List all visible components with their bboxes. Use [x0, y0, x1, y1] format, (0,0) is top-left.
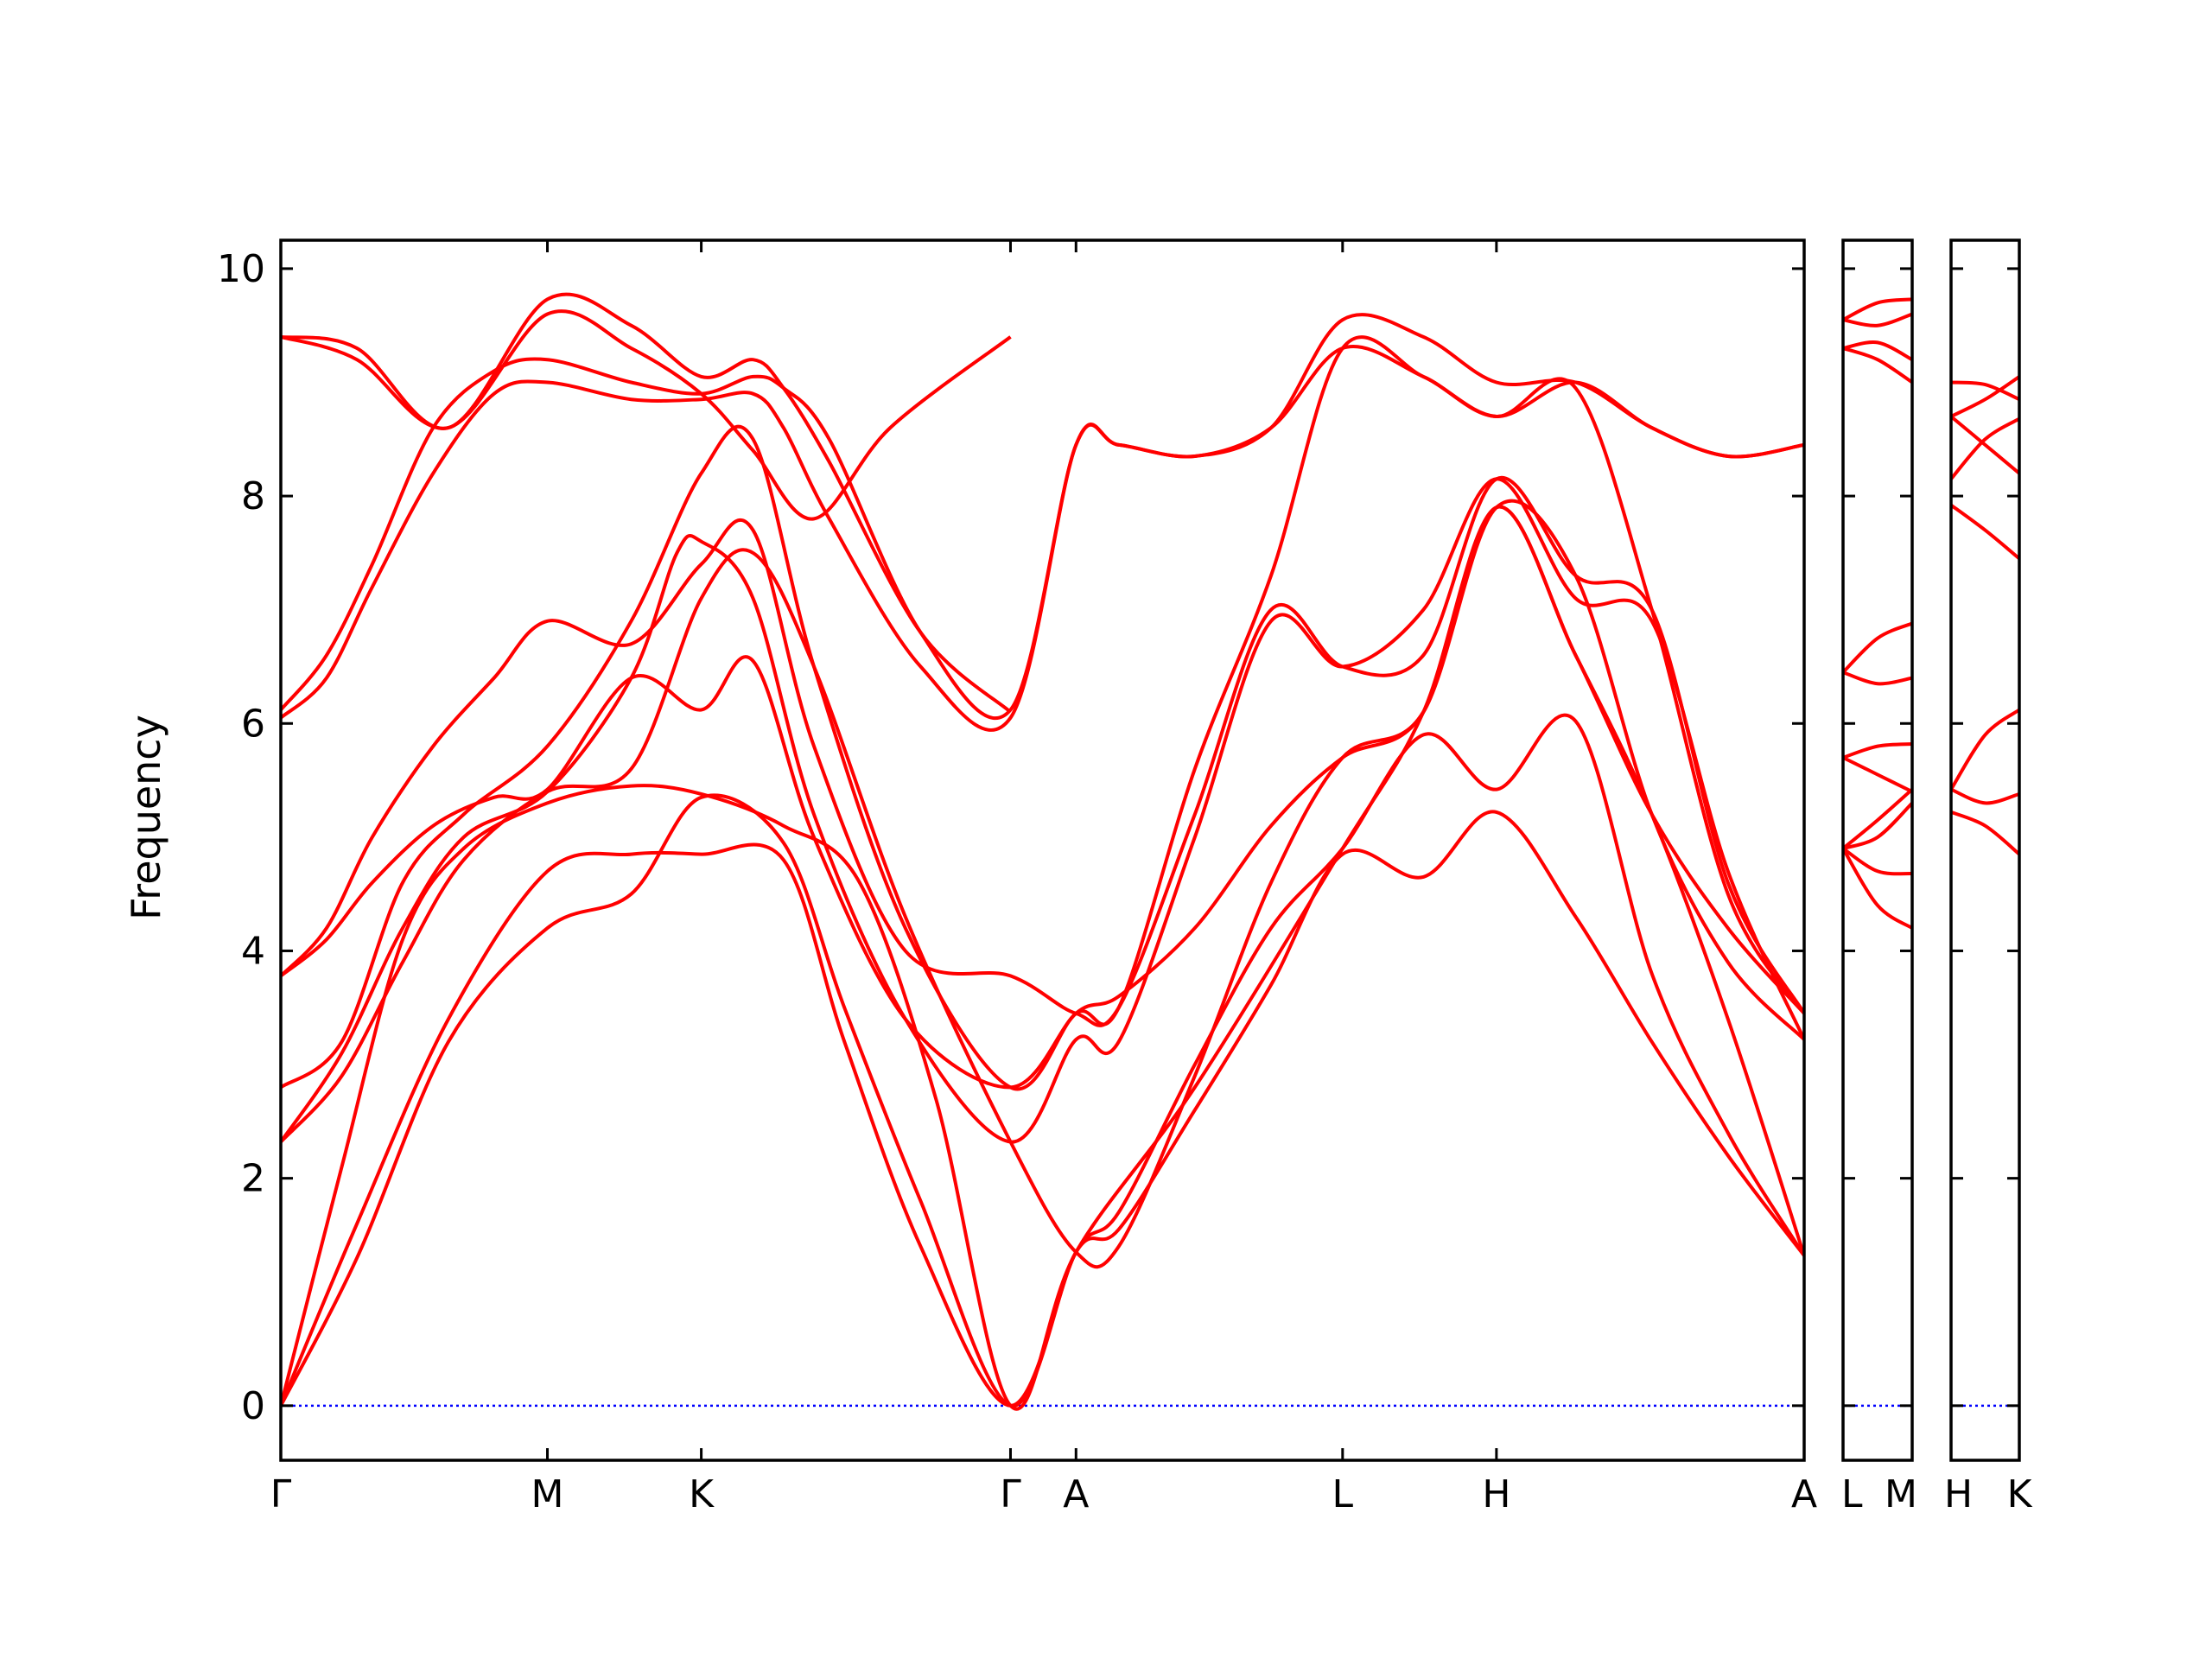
x-tick-label: M [1885, 1472, 1917, 1516]
band-line [1843, 340, 1912, 361]
x-tick-label: L [1332, 1472, 1354, 1516]
plot-frame [1841, 238, 1914, 1462]
y-tick-label: 4 [241, 929, 265, 973]
x-tick-label: M [531, 1472, 564, 1516]
y-tick-label: 0 [241, 1384, 265, 1428]
band-line [1951, 787, 2019, 805]
y-tick-label: 10 [217, 247, 265, 291]
band-line [281, 499, 1804, 1268]
band-line [281, 475, 1804, 1027]
x-tick-label: Γ [270, 1472, 292, 1516]
band-line [1951, 416, 2019, 480]
band-line [1843, 297, 1912, 321]
band-line [281, 505, 1804, 1090]
band-line [281, 309, 1012, 521]
band-line [281, 793, 1804, 1408]
y-tick-label: 6 [241, 702, 265, 746]
band-line [1951, 810, 2019, 856]
band-line [1843, 755, 1912, 793]
band-line [1843, 847, 1912, 876]
band-line [281, 505, 1804, 1411]
band-line [1951, 503, 2019, 561]
x-tick-label: H [1482, 1472, 1510, 1516]
band-line [1951, 415, 2019, 475]
band-line [1843, 346, 1912, 385]
band-line [1951, 708, 2019, 791]
plot-frame [279, 238, 1806, 1462]
band-line [1843, 801, 1912, 850]
band-line [1843, 847, 1912, 930]
band-line [281, 313, 1804, 720]
band-line [281, 292, 1012, 714]
x-tick-label: Γ [1000, 1472, 1021, 1516]
band-line [281, 335, 1804, 1091]
band-line [1843, 312, 1912, 327]
band-line [1843, 742, 1912, 760]
band-line [1843, 788, 1912, 850]
x-tick-label: H [1944, 1472, 1973, 1516]
y-tick-label: 2 [241, 1157, 265, 1201]
x-tick-label: L [1841, 1472, 1863, 1516]
plot-frame [1949, 238, 2021, 1462]
band-line [1843, 621, 1912, 674]
x-tick-label: A [1063, 1472, 1089, 1516]
x-tick-label: A [1791, 1472, 1817, 1516]
band-line [281, 345, 1804, 732]
band-line [1951, 375, 2019, 418]
x-tick-label: K [689, 1472, 715, 1516]
band-line [1843, 671, 1912, 686]
y-tick-label: 8 [241, 474, 265, 518]
y-axis-label: Frequency [123, 715, 169, 920]
x-tick-label: K [2007, 1472, 2033, 1516]
band-line [1951, 380, 2019, 402]
